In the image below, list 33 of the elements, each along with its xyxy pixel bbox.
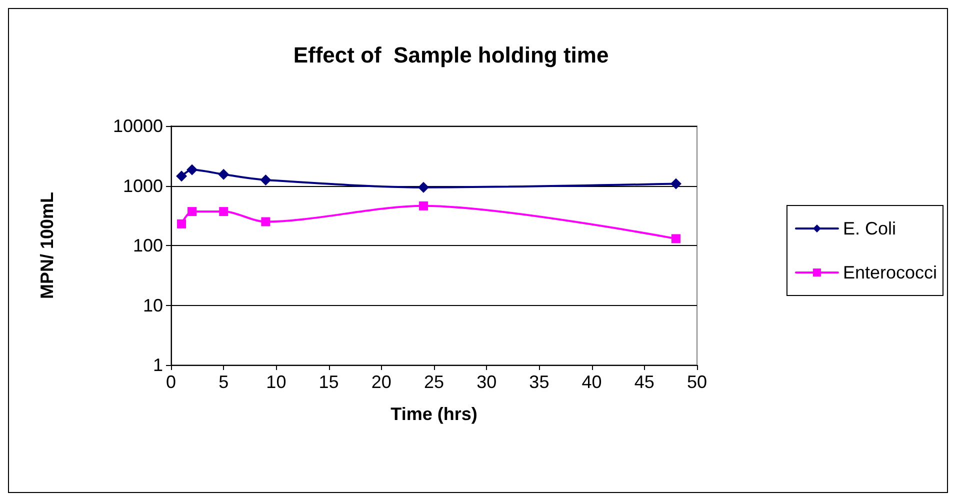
y-tick-label: 10000 [112, 116, 163, 136]
y-tick-label: 1 [152, 355, 163, 375]
y-axis-title: MPN/ 100mL [37, 192, 57, 300]
x-tick-label: 40 [582, 372, 602, 392]
point [176, 170, 188, 182]
point [177, 219, 186, 228]
x-tick-label: 25 [424, 372, 444, 392]
x-axis-title: Time (hrs) [390, 404, 478, 424]
x-tick-label: 20 [371, 372, 392, 392]
point [418, 201, 428, 210]
legend-label: E. Coli [842, 218, 896, 238]
point [188, 207, 197, 216]
point [261, 217, 270, 226]
legend-label: Enterococci [842, 262, 938, 282]
y-tick-label: 100 [132, 236, 163, 256]
point [670, 178, 682, 190]
x-tick-label: 45 [634, 372, 654, 392]
y-tick-label: 1000 [122, 176, 163, 196]
x-tick-label: 0 [166, 372, 176, 392]
x-tick-label: 15 [318, 372, 339, 392]
point [671, 234, 680, 244]
point [260, 174, 272, 186]
x-tick-label: 30 [476, 372, 497, 392]
point [418, 182, 429, 193]
x-tick-label: 10 [266, 372, 286, 392]
x-tick-label: 50 [686, 372, 708, 392]
y-tick-label: 10 [142, 295, 163, 316]
x-tick-label: 5 [218, 372, 229, 392]
point [219, 207, 228, 216]
point [186, 164, 198, 176]
point [218, 168, 230, 180]
x-tick-label: 35 [529, 372, 550, 392]
chart-title: Effect of Sample holding time [293, 42, 609, 68]
